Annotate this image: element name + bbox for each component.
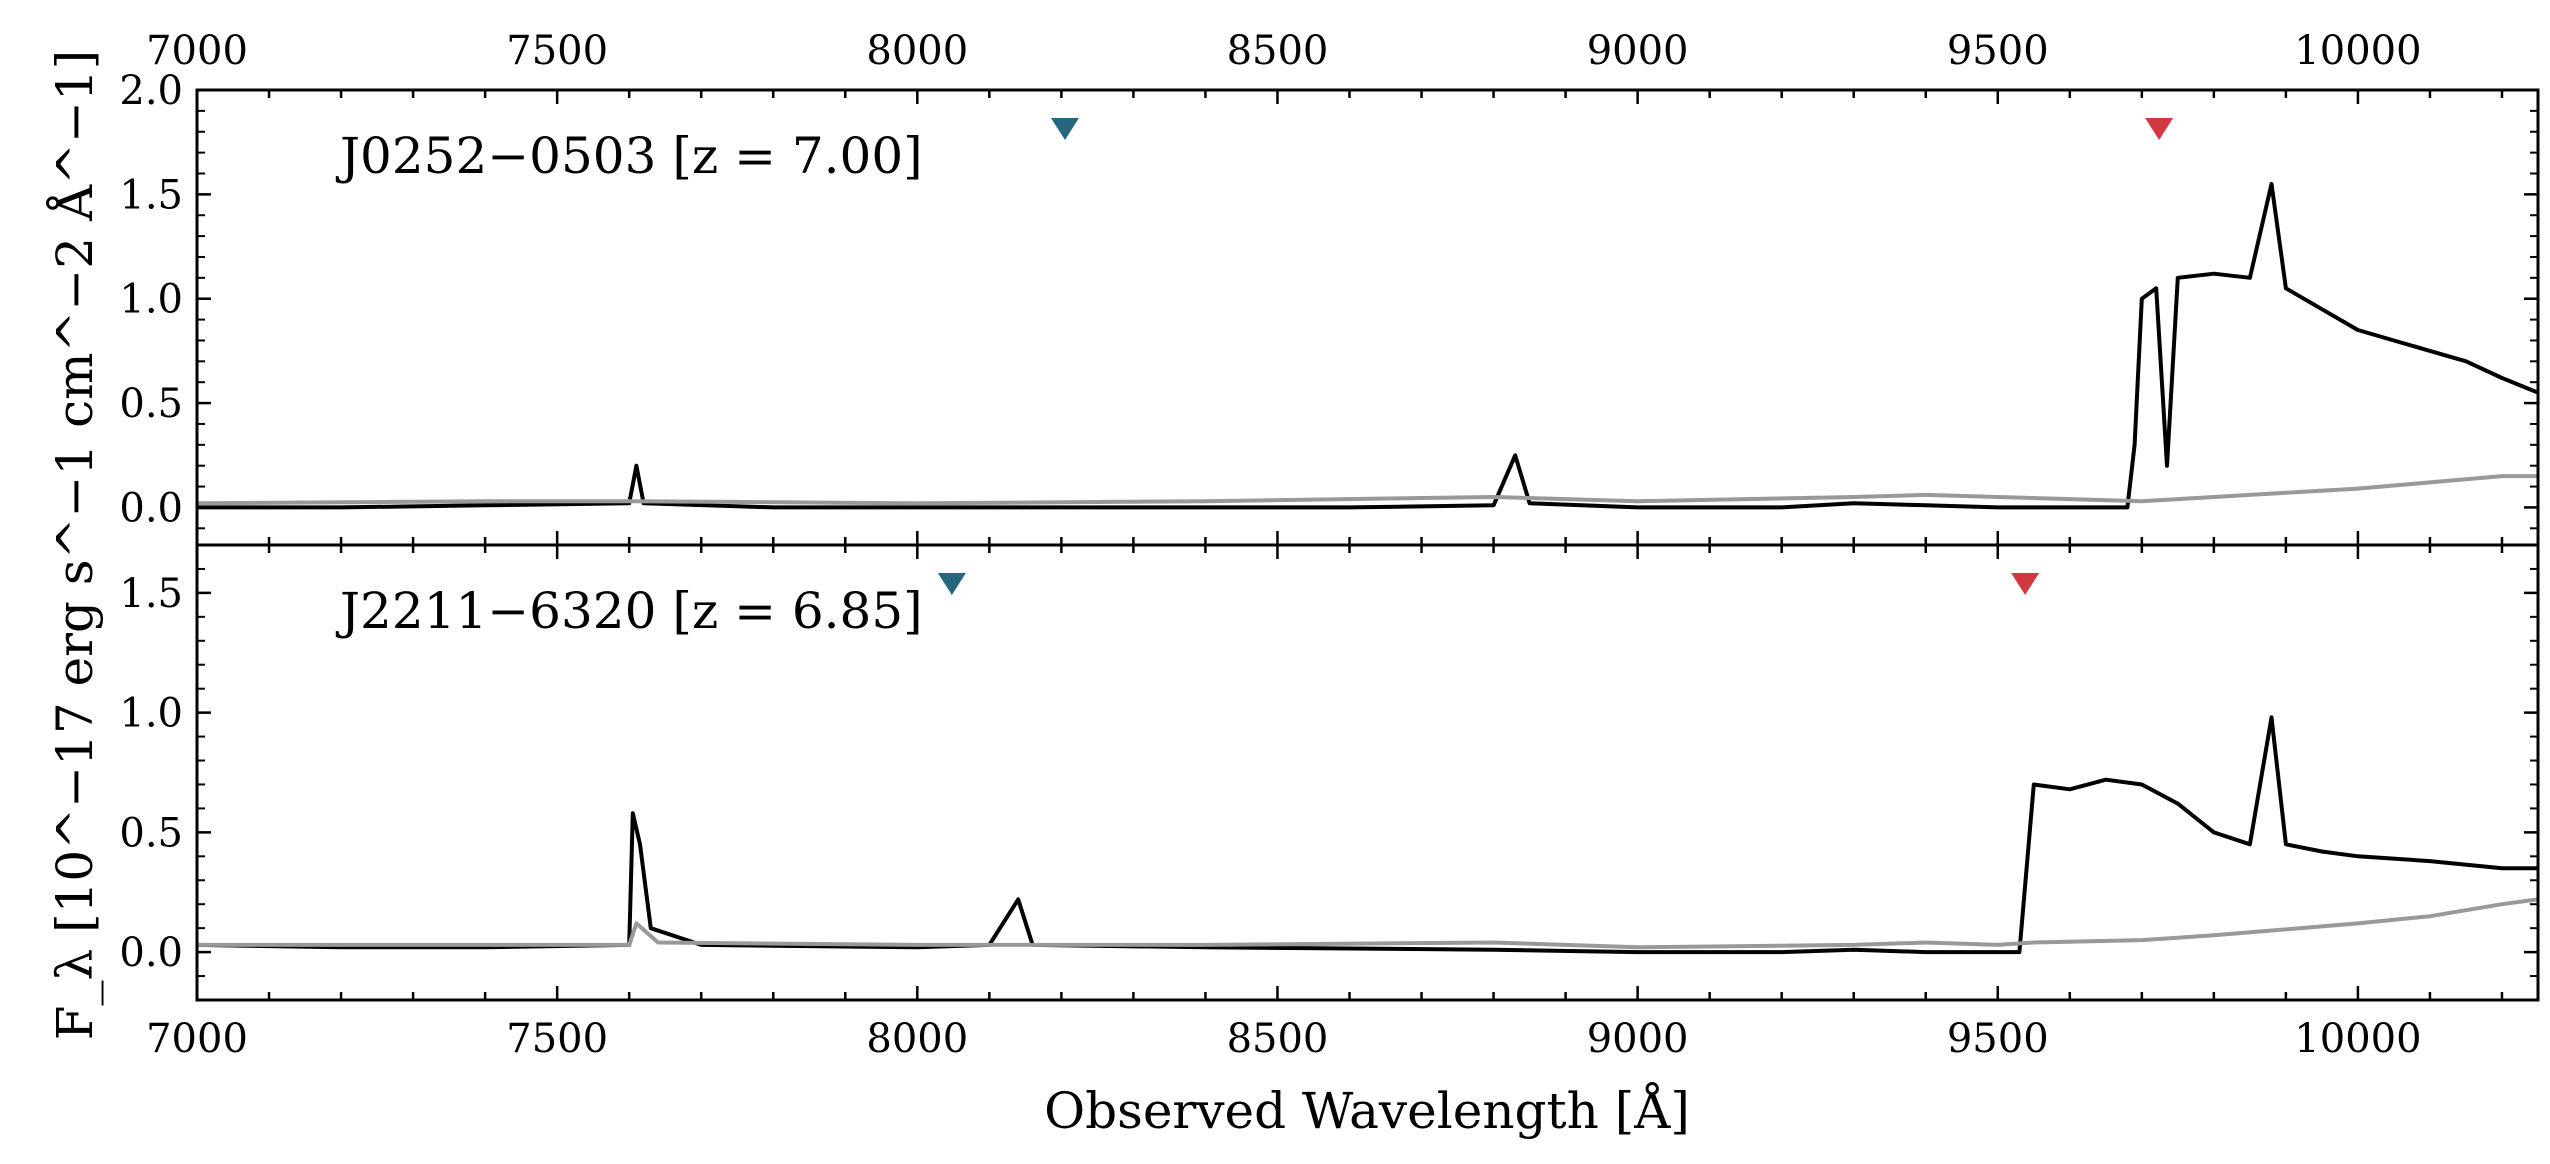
y-axis-title: F_λ [10^−17 erg s^−1 cm^−2 Å^−1] — [45, 50, 104, 1040]
y-tick-label: 1.5 — [119, 571, 183, 617]
panel-bottom-error-line — [197, 897, 2538, 950]
break-marker-0 — [937, 573, 966, 595]
top-x-tick-labels: 7000 7500 8000 8500 9000 9500 10000 — [146, 28, 2421, 74]
bottom-x-tick-label: 8000 — [866, 1016, 968, 1062]
panel-top-label: J0252−0503 [z = 7.00] — [335, 127, 923, 185]
panel-bottom-markers — [937, 573, 2040, 595]
bottom-x-tick-labels: 7000 7500 8000 8500 9000 9500 10000 — [146, 1016, 2421, 1062]
top-x-tick-label: 7500 — [506, 28, 608, 74]
top-x-tick-label: 9000 — [1587, 28, 1689, 74]
bottom-x-tick-label: 9500 — [1947, 1016, 2049, 1062]
break-marker-1 — [2145, 118, 2174, 140]
top-x-tick-label: 10000 — [2294, 28, 2421, 74]
y-tick-label: 1.0 — [119, 691, 183, 737]
panel-bottom-frame — [195, 543, 2540, 1002]
panel-bottom-flux-line — [197, 715, 2538, 955]
y-tick-label: 2.0 — [119, 68, 183, 114]
y-tick-label: 0.5 — [119, 381, 183, 427]
bottom-x-tick-label: 7500 — [506, 1016, 608, 1062]
bottom-x-tick-label: 8500 — [1227, 1016, 1329, 1062]
panel-j0252: 0.0 0.5 1.0 1.5 2.0 J0252−0503 [z = 7.00] — [119, 68, 2540, 547]
panel-top-y-tick-labels: 0.0 0.5 1.0 1.5 2.0 — [119, 68, 183, 531]
panel-bottom-y-tick-labels: 0.0 0.5 1.0 1.5 — [119, 571, 183, 976]
bottom-x-tick-label: 10000 — [2294, 1016, 2421, 1062]
top-x-tick-label: 8000 — [866, 28, 968, 74]
y-tick-label: 0.5 — [119, 810, 183, 856]
y-tick-label: 0.0 — [119, 485, 183, 531]
break-marker-0 — [1050, 118, 1079, 140]
top-x-tick-label: 9500 — [1947, 28, 2049, 74]
break-marker-1 — [2011, 573, 2040, 595]
bottom-x-tick-label: 7000 — [146, 1016, 248, 1062]
y-tick-label: 1.0 — [119, 277, 183, 323]
top-x-tick-label: 7000 — [146, 28, 248, 74]
top-x-tick-label: 8500 — [1227, 28, 1329, 74]
panel-top-error-line — [197, 474, 2538, 506]
y-tick-label: 0.0 — [119, 930, 183, 976]
panel-j2211: 0.0 0.5 1.0 1.5 J2211−6320 [z = 6.85] — [119, 543, 2540, 1002]
y-tick-label: 1.5 — [119, 172, 183, 218]
bottom-x-tick-label: 9000 — [1587, 1016, 1689, 1062]
panel-top-markers — [1050, 118, 2174, 140]
panel-bottom-label: J2211−6320 [z = 6.85] — [335, 582, 923, 640]
panel-top-flux-line — [197, 181, 2538, 510]
x-axis-title: Observed Wavelength [Å] — [1044, 1081, 1690, 1140]
